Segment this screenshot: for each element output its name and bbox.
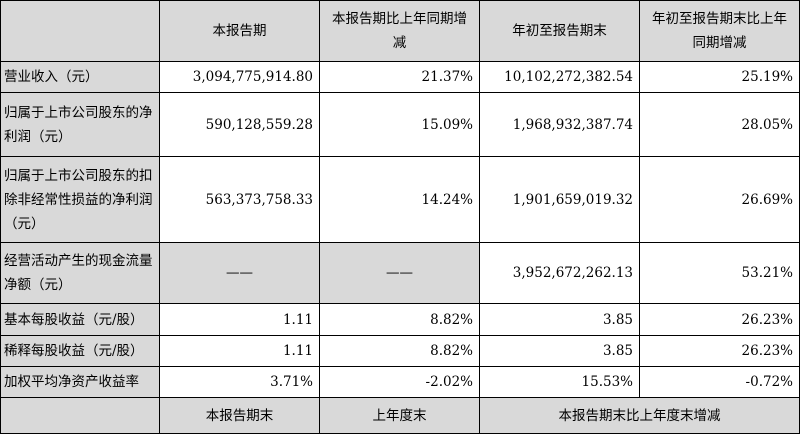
cell-value: 8.82% xyxy=(319,303,480,336)
table-row: 归属于上市公司股东的净利润（元） 590,128,559.28 15.09% 1… xyxy=(0,92,800,157)
footer-period-end-change: 本报告期末比上年度末增减 xyxy=(479,397,800,434)
cell-value: -0.72% xyxy=(639,366,800,398)
cell-value: 1,901,659,019.32 xyxy=(479,156,640,243)
cell-value: -2.02% xyxy=(319,366,480,398)
cell-value: 3.85 xyxy=(479,335,640,367)
header-corner-cell xyxy=(0,0,160,62)
cell-value: 25.19% xyxy=(639,61,800,93)
table-header-row: 本报告期 本报告期比上年同期增减 年初至报告期末 年初至报告期末比上年同期增减 xyxy=(0,0,800,62)
table-footer-row: 本报告期末 上年度末 本报告期末比上年度末增减 xyxy=(0,397,800,434)
cell-value: 15.09% xyxy=(319,92,480,157)
table-row: 加权平均净资产收益率 3.71% -2.02% 15.53% -0.72% xyxy=(0,366,800,398)
table-row: 经营活动产生的现金流量净额（元） —— —— 3,952,672,262.13 … xyxy=(0,242,800,304)
footer-corner-cell xyxy=(0,397,160,434)
header-ytd-yoy: 年初至报告期末比上年同期增减 xyxy=(639,0,800,62)
cell-value: 8.82% xyxy=(319,335,480,367)
row-label: 加权平均净资产收益率 xyxy=(0,366,160,398)
cell-value: 28.05% xyxy=(639,92,800,157)
table-row: 归属于上市公司股东的扣除非经常性损益的净利润（元） 563,373,758.33… xyxy=(0,156,800,243)
cell-value: 3.71% xyxy=(159,366,320,398)
cell-value: 26.23% xyxy=(639,303,800,336)
cell-value: 21.37% xyxy=(319,61,480,93)
footer-period-end: 本报告期末 xyxy=(159,397,320,434)
cell-value: 3,094,775,914.80 xyxy=(159,61,320,93)
row-label: 基本每股收益（元/股） xyxy=(0,303,160,336)
table-row: 稀释每股收益（元/股） 1.11 8.82% 3.85 26.23% xyxy=(0,335,800,367)
row-label: 归属于上市公司股东的扣除非经常性损益的净利润（元） xyxy=(0,156,160,243)
cell-value: 1.11 xyxy=(159,303,320,336)
row-label: 稀释每股收益（元/股） xyxy=(0,335,160,367)
cell-value: 14.24% xyxy=(319,156,480,243)
row-label: 经营活动产生的现金流量净额（元） xyxy=(0,242,160,304)
cell-value: 15.53% xyxy=(479,366,640,398)
cell-value: 1.11 xyxy=(159,335,320,367)
cell-value: 26.23% xyxy=(639,335,800,367)
cell-not-applicable: —— xyxy=(319,242,480,304)
header-current-period-yoy: 本报告期比上年同期增减 xyxy=(319,0,480,62)
row-label: 归属于上市公司股东的净利润（元） xyxy=(0,92,160,157)
cell-value: 1,968,932,387.74 xyxy=(479,92,640,157)
cell-value: 53.21% xyxy=(639,242,800,304)
header-current-period: 本报告期 xyxy=(159,0,320,62)
header-ytd: 年初至报告期末 xyxy=(479,0,640,62)
cell-value: 10,102,272,382.54 xyxy=(479,61,640,93)
footer-prior-year-end: 上年度末 xyxy=(319,397,480,434)
table-row: 营业收入（元） 3,094,775,914.80 21.37% 10,102,2… xyxy=(0,61,800,93)
row-label: 营业收入（元） xyxy=(0,61,160,93)
table-row: 基本每股收益（元/股） 1.11 8.82% 3.85 26.23% xyxy=(0,303,800,336)
cell-value: 563,373,758.33 xyxy=(159,156,320,243)
cell-value: 26.69% xyxy=(639,156,800,243)
cell-value: 590,128,559.28 xyxy=(159,92,320,157)
cell-value: 3,952,672,262.13 xyxy=(479,242,640,304)
cell-value: 3.85 xyxy=(479,303,640,336)
cell-not-applicable: —— xyxy=(159,242,320,304)
